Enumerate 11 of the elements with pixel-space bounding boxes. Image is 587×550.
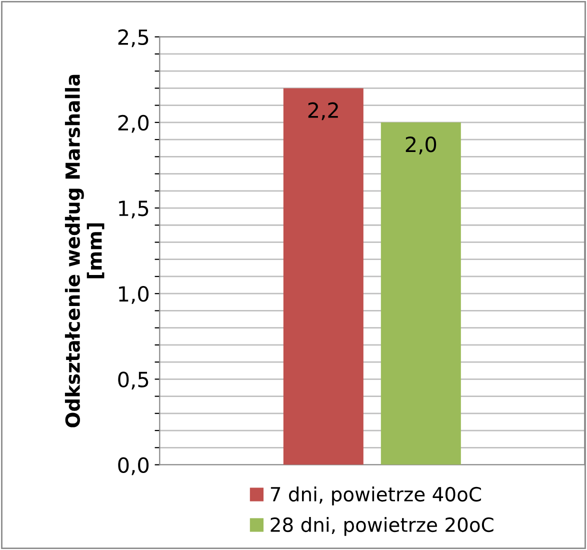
legend-label: 28 dni, powietrze 20oC [270,517,494,536]
y-tick-label: 1,0 [119,286,149,304]
y-tick-label: 0,0 [118,457,149,476]
y-tick-label: 1,5 [119,200,148,218]
y-tick-label: 2,0 [118,114,149,133]
data-label: 2,0 [406,136,436,154]
y-axis-title: Odkształcenie według Marshalla [mm] [64,74,104,428]
legend-label: 7 dni, powietrze 40oC [270,486,481,506]
y-tick-label: 2,5 [118,29,148,48]
data-label: 2,2 [308,102,338,120]
y-tick-label: 0,5 [118,372,148,390]
